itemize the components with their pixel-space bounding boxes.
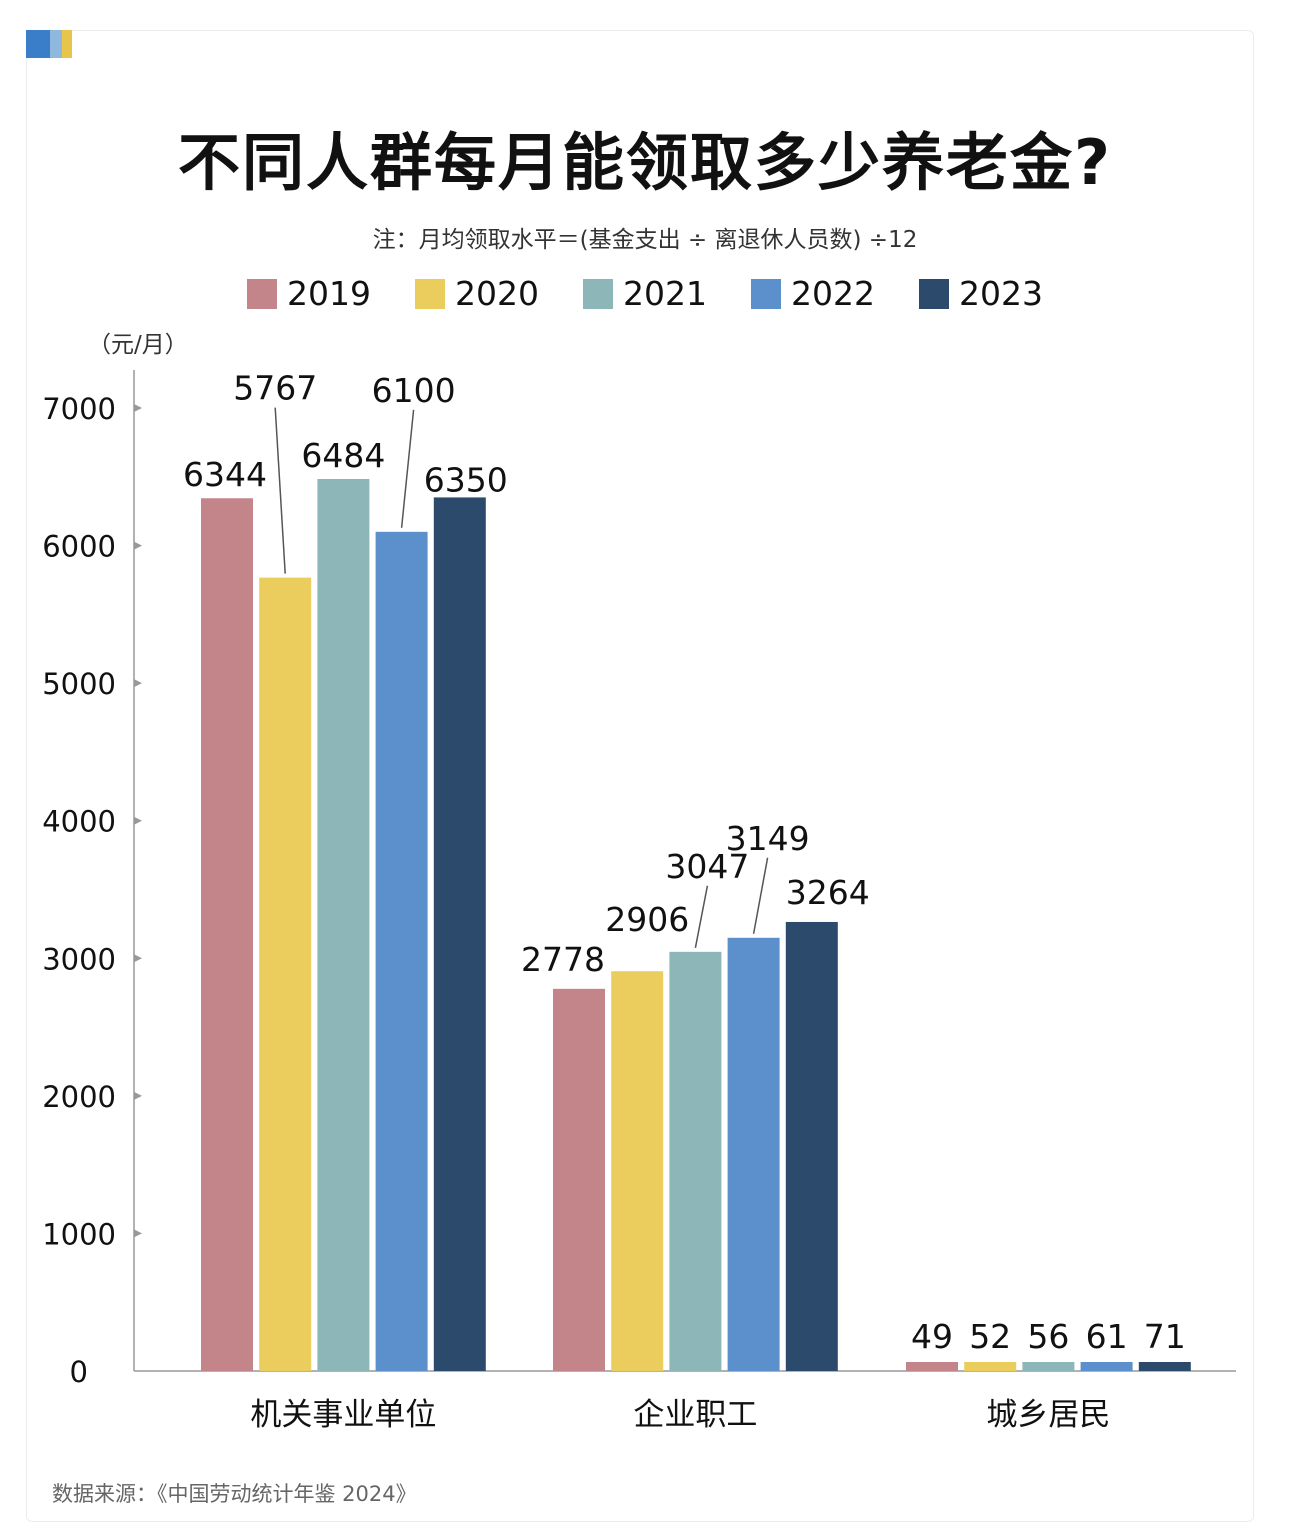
y-tick-label: 2000 <box>42 1080 116 1114</box>
bar-城乡居民-2019 <box>906 1362 958 1371</box>
legend-swatch <box>247 278 278 309</box>
corner-logo-mark <box>26 30 72 58</box>
legend-label: 2022 <box>790 274 875 313</box>
bar-机关事业单位-2022 <box>375 531 428 1371</box>
x-category-label: 城乡居民 <box>986 1397 1110 1433</box>
bar-企业职工-2023 <box>785 921 838 1371</box>
bar-企业职工-2019 <box>553 988 605 1371</box>
value-label: 6484 <box>301 436 385 475</box>
y-tick-mark <box>134 679 142 688</box>
legend-item-2019: 2019 <box>247 274 371 313</box>
value-label: 3047 <box>665 847 749 886</box>
y-tick-mark <box>134 404 142 412</box>
value-label: 3264 <box>786 873 870 912</box>
y-tick-label: 1000 <box>42 1217 116 1251</box>
value-label: 71 <box>1144 1317 1186 1356</box>
legend-swatch <box>750 278 781 309</box>
bar-机关事业单位-2023 <box>433 497 486 1372</box>
x-category-label: 机关事业单位 <box>250 1397 436 1433</box>
y-tick-label: 4000 <box>42 805 116 839</box>
chart-note: 注：月均领取水平＝(基金支出 ÷ 离退休人员数) ÷12 <box>372 227 918 253</box>
y-tick-mark <box>134 816 142 825</box>
legend-label: 2020 <box>455 274 539 313</box>
value-label: 3149 <box>726 819 810 858</box>
legend-label: 2021 <box>623 274 707 313</box>
bar-企业职工-2022 <box>727 937 780 1371</box>
value-label: 6100 <box>372 371 456 410</box>
y-tick-label: 7000 <box>42 392 116 426</box>
legend-item-2022: 2022 <box>750 274 875 313</box>
y-tick-label: 6000 <box>42 530 116 564</box>
legend-swatch <box>415 278 446 309</box>
bar-机关事业单位-2021 <box>317 478 370 1372</box>
value-leader-line <box>274 407 286 574</box>
legend-swatch <box>583 278 613 309</box>
value-label: 6350 <box>424 460 508 499</box>
corner-stripe-blue <box>26 30 50 58</box>
y-tick-mark <box>134 1091 142 1100</box>
value-leader-line <box>400 409 415 528</box>
legend-item-2021: 2021 <box>583 274 707 313</box>
bar-机关事业单位-2020 <box>259 577 312 1371</box>
y-tick-label: 3000 <box>42 942 116 976</box>
legend-item-2020: 2020 <box>415 274 539 313</box>
legend-label: 2019 <box>287 274 372 313</box>
bar-城乡居民-2021 <box>1022 1362 1075 1371</box>
y-tick-mark <box>134 1229 142 1238</box>
y-tick-label: 0 <box>70 1355 88 1389</box>
bar-企业职工-2020 <box>611 971 664 1371</box>
y-tick-label: 5000 <box>42 667 116 701</box>
legend-swatch <box>918 278 949 309</box>
corner-stripe-light <box>50 30 62 58</box>
corner-stripe-yellow <box>62 30 72 58</box>
value-label: 56 <box>1027 1317 1069 1356</box>
value-leader-line <box>694 885 709 948</box>
bar-城乡居民-2020 <box>964 1362 1017 1371</box>
legend: 2019 2020 2021 2022 2023 <box>0 274 1290 313</box>
y-tick-mark <box>134 954 142 963</box>
value-label: 5767 <box>233 369 317 408</box>
chart-title: 不同人群每月能领取多少养老金? <box>178 126 1112 199</box>
value-label: 2778 <box>521 940 605 979</box>
source-note: 数据来源：《中国劳动统计年鉴 2024》 <box>52 1482 417 1506</box>
x-category-label: 企业职工 <box>633 1397 757 1433</box>
y-axis-label: （元/月） <box>88 332 188 358</box>
bar-城乡居民-2022 <box>1080 1362 1133 1371</box>
bar-机关事业单位-2019 <box>201 498 253 1372</box>
bar-企业职工-2021 <box>669 951 722 1371</box>
value-label: 61 <box>1086 1317 1128 1356</box>
legend-label: 2023 <box>958 274 1043 313</box>
y-tick-mark <box>134 541 142 550</box>
value-leader-line <box>752 857 769 934</box>
value-label: 49 <box>911 1317 953 1356</box>
value-label: 52 <box>969 1317 1011 1356</box>
value-label: 2906 <box>605 900 689 939</box>
bar-城乡居民-2023 <box>1138 1362 1191 1371</box>
legend-item-2023: 2023 <box>918 274 1043 313</box>
value-label: 6344 <box>183 455 267 494</box>
